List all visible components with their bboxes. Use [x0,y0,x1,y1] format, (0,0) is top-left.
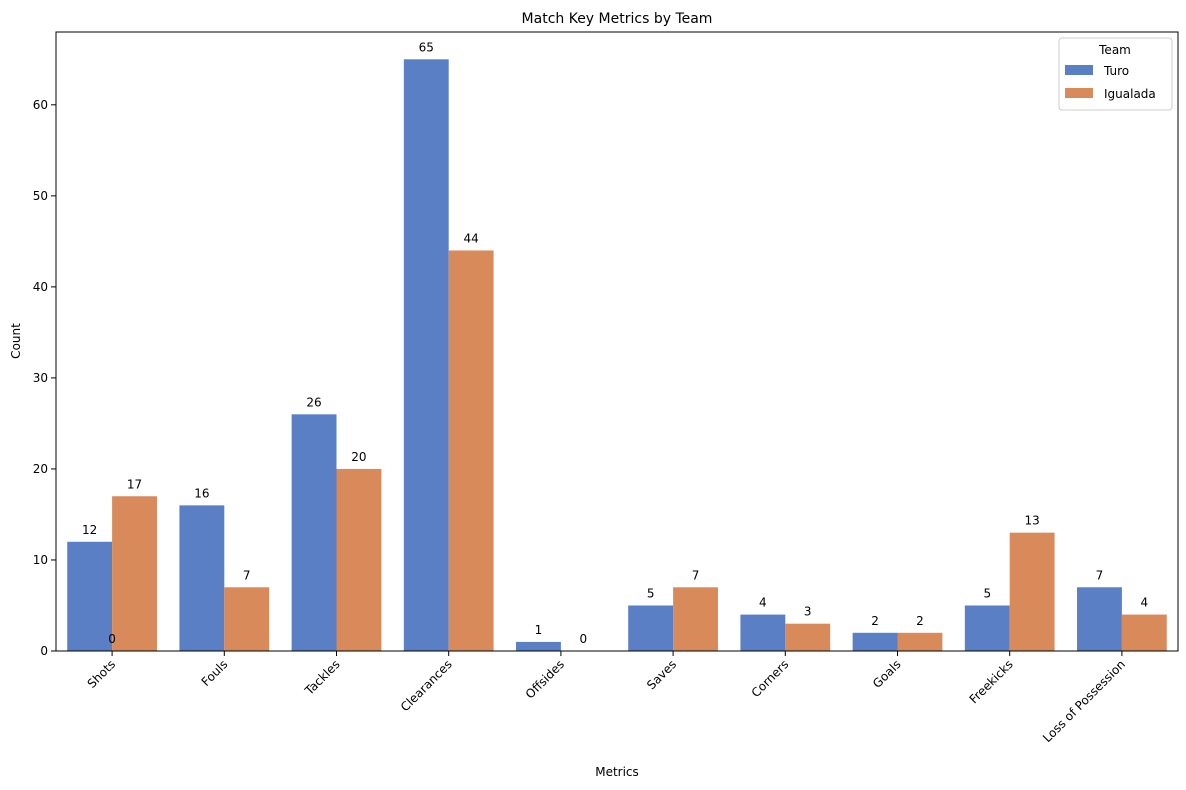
bar-label-turo-clearances: 65 [419,40,434,54]
legend-swatch-turo [1065,65,1093,75]
bar-turo-loss-of-possession [1077,587,1122,651]
bar-turo-saves [628,605,674,651]
bar-label-igualada-fouls: 7 [243,568,251,582]
x-tick-label-corners: Corners [749,657,792,700]
bar-label-turo-saves: 5 [647,586,655,600]
bar-label-igualada-clearances: 44 [463,231,478,245]
bar-igualada-corners [785,623,831,651]
x-tick-label-clearances: Clearances [398,657,455,714]
bar-label-igualada-loss-of-possession: 4 [1141,596,1149,610]
y-tick-label-10: 10 [33,553,48,567]
y-tick-label-40: 40 [33,280,48,294]
y-axis-label: Count [9,323,23,359]
x-tick-label-shots: Shots [85,657,119,691]
bar-label-turo-offsides: 1 [535,623,543,637]
y-axis: 0 10 20 30 40 50 60 [33,98,56,658]
bar-igualada-saves [673,587,718,651]
legend-title: Team [1098,43,1131,57]
bar-igualada-shots [112,496,157,651]
bar-igualada-fouls [224,587,270,651]
bar-turo-tackles [291,414,337,651]
plot-frame [55,31,1179,652]
x-tick-label-tackles: Tackles [301,657,342,698]
y-tick-label-20: 20 [33,462,48,476]
bar-igualada-tackles [336,468,382,651]
y-tick-label-60: 60 [33,98,48,112]
legend-swatch-igualada [1065,88,1093,98]
bar-turo-clearances [403,59,449,651]
x-axis-label: Metrics [595,765,639,779]
x-tick-label-goals: Goals [870,657,904,691]
bar-igualada-loss-of-possession [1121,614,1167,651]
legend-entry-igualada: Igualada [1104,87,1156,101]
bar-turo-goals [852,632,898,651]
bar-label-igualada-goals: 2 [916,614,924,628]
bars-group [67,59,1167,651]
legend: Team Turo Igualada [1058,37,1173,111]
bar-igualada-freekicks [1009,532,1055,651]
x-tick-label-fouls: Fouls [199,657,231,689]
bar-label-turo-goals: 2 [871,614,879,628]
annotation-shots: 0 [108,632,116,646]
x-tick-label-offsides: Offsides [523,657,567,701]
bar-label-turo-fouls: 16 [194,486,209,500]
bar-turo-freekicks [964,605,1010,651]
bar-turo-fouls [179,505,225,651]
bar-label-turo-corners: 4 [759,596,767,610]
bar-label-turo-loss-of-possession: 7 [1096,568,1104,582]
bar-label-turo-tackles: 26 [306,395,321,409]
bar-label-igualada-offsides: 0 [580,632,588,646]
x-tick-label-loss-of-possession: Loss of Possession [1040,657,1128,745]
bar-label-igualada-corners: 3 [804,605,812,619]
x-tick-label-saves: Saves [644,657,679,692]
bar-turo-shots [67,541,113,651]
bar-labels-group: 12 17 16 7 26 20 65 44 1 0 5 7 4 3 2 2 5 13 7 4 0 [82,40,1148,646]
bar-label-igualada-shots: 17 [127,477,142,491]
bar-igualada-goals [897,632,943,651]
bar-label-turo-freekicks: 5 [983,586,991,600]
y-tick-label-50: 50 [33,189,48,203]
bar-label-turo-shots: 12 [82,523,97,537]
y-tick-label-30: 30 [33,371,48,385]
x-tick-label-freekicks: Freekicks [967,657,1016,706]
chart-title: Match Key Metrics by Team [522,11,713,27]
bar-igualada-clearances [448,250,494,651]
x-axis: Shots Fouls Tackles Clearances Offsides Saves… [85,651,1128,745]
bar-label-igualada-tackles: 20 [351,450,366,464]
bar-turo-corners [740,614,786,651]
bar-label-igualada-freekicks: 13 [1024,514,1039,528]
bar-turo-offsides [516,641,561,651]
y-tick-label-0: 0 [40,644,48,658]
bar-label-igualada-saves: 7 [692,568,700,582]
legend-entry-turo: Turo [1103,64,1129,78]
